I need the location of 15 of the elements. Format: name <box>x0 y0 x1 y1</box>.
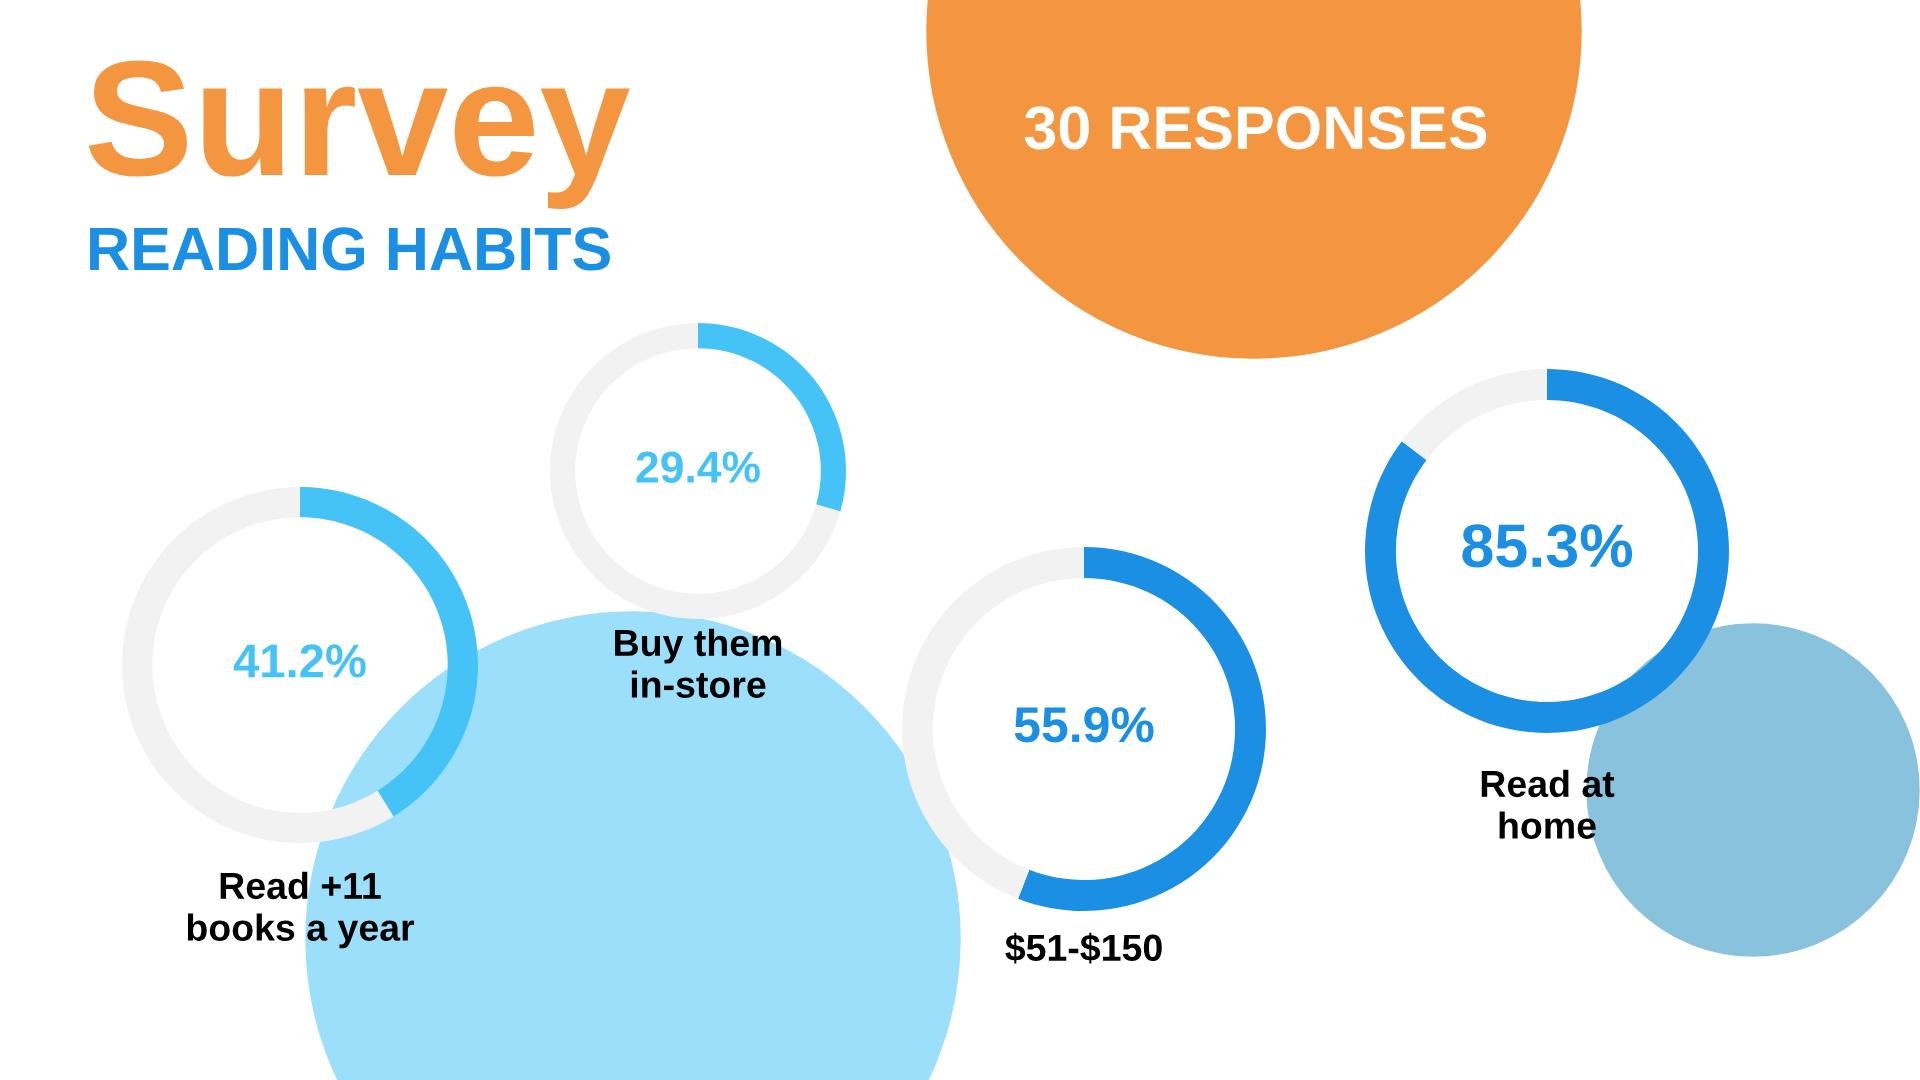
text: Buy them in-store <box>615 628 782 698</box>
data-label: 55.9% <box>1014 707 1154 743</box>
donut-slice <box>1401 369 1547 460</box>
donut-slice <box>1365 369 1729 733</box>
text: 30 RESPONSES <box>1024 106 1487 150</box>
donut-slice <box>122 487 394 843</box>
text: READING HABITS <box>90 227 610 271</box>
data-label: 41.2% <box>233 644 366 678</box>
data-label: 85.3% <box>1462 524 1633 568</box>
text: Read at home <box>1481 769 1615 839</box>
text: $51-$150 <box>1005 932 1162 964</box>
data-label: 29.4% <box>636 451 760 483</box>
donut-slice <box>550 323 841 619</box>
text: Read +11 books a year <box>187 871 415 949</box>
text: Survey <box>88 60 630 210</box>
